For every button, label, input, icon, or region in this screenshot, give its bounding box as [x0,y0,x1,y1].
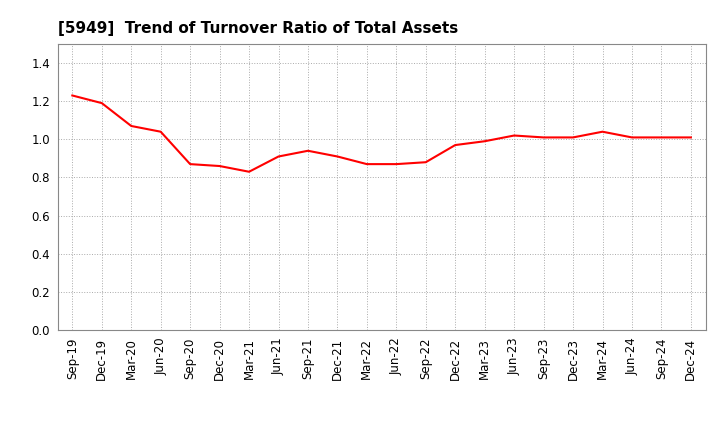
Text: [5949]  Trend of Turnover Ratio of Total Assets: [5949] Trend of Turnover Ratio of Total … [58,21,458,36]
